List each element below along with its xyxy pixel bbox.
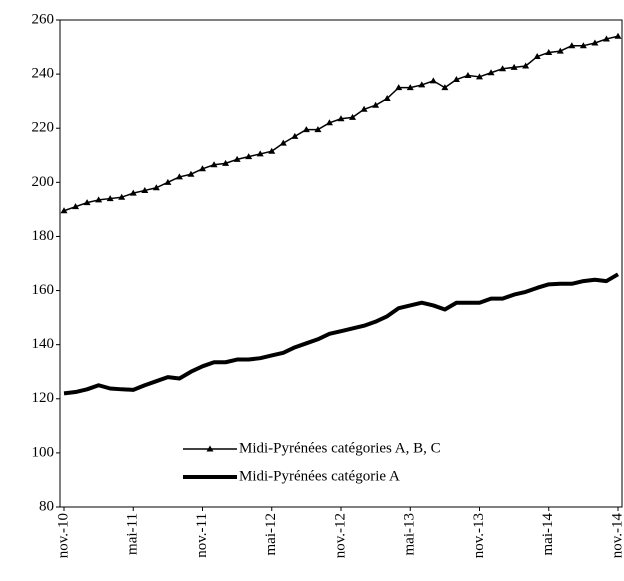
marker [164,178,172,185]
marker [233,155,241,162]
marker [175,173,183,180]
marker [106,195,114,202]
legend-label: Midi-Pyrénées catégories A, B, C [239,440,441,456]
x-tick-label: mai-14 [540,513,556,556]
marker [222,159,230,166]
plot-frame [59,19,623,508]
marker [591,39,599,46]
y-tick-label: 240 [32,66,55,82]
marker [476,73,483,80]
marker [452,76,460,83]
legend-box [175,437,520,491]
marker [199,165,206,172]
marker [268,147,276,154]
series-line [63,35,619,212]
x-tick-label: nov.-14 [609,513,624,559]
marker [464,71,472,78]
marker [129,189,137,196]
marker [360,105,368,112]
marker [556,47,564,54]
marker [614,32,622,39]
marker [256,150,264,157]
y-tick-label: 120 [32,390,55,406]
marker [95,196,103,203]
series-line [63,272,620,396]
marker [406,84,414,91]
y-tick-label: 160 [32,282,55,298]
x-tick-label: mai-12 [263,513,279,556]
marker [522,62,530,69]
marker [314,126,322,133]
legend-marker [206,445,214,452]
y-tick-label: 80 [39,498,54,514]
y-tick-label: 140 [32,336,55,352]
y-tick-label: 180 [32,228,55,244]
marker [302,126,310,133]
x-tick-label: mai-11 [125,513,141,555]
marker [279,139,287,146]
y-tick-label: 100 [32,444,55,460]
y-tick-label: 220 [32,120,55,136]
marker [337,115,345,122]
x-tick-label: nov.-11 [194,513,210,558]
marker [383,94,391,101]
marker [429,77,437,84]
marker [210,161,218,168]
marker [395,84,403,91]
marker [533,53,541,60]
marker [118,193,126,200]
marker [325,119,333,126]
marker [602,35,610,42]
marker [372,101,380,108]
y-tick-label: 260 [32,11,55,27]
marker [187,170,195,177]
marker [545,48,553,55]
marker [72,203,80,210]
y-tick-label: 200 [32,174,55,190]
marker [418,81,426,88]
marker [510,63,518,70]
marker [83,199,91,206]
legend-label: Midi-Pyrénées catégorie A [239,468,400,484]
marker [349,113,357,120]
x-tick-label: nov.-13 [471,513,487,558]
x-tick-label: nov.-12 [332,513,348,558]
marker [152,184,160,191]
marker [579,42,587,49]
marker [487,69,495,76]
x-tick-label: mai-13 [402,513,418,556]
marker [60,207,68,214]
marker [291,132,299,139]
marker [441,84,449,91]
marker [245,153,253,160]
x-tick-label: nov.-10 [55,513,71,558]
marker [568,42,576,49]
marker [499,65,507,72]
marker [141,186,149,193]
